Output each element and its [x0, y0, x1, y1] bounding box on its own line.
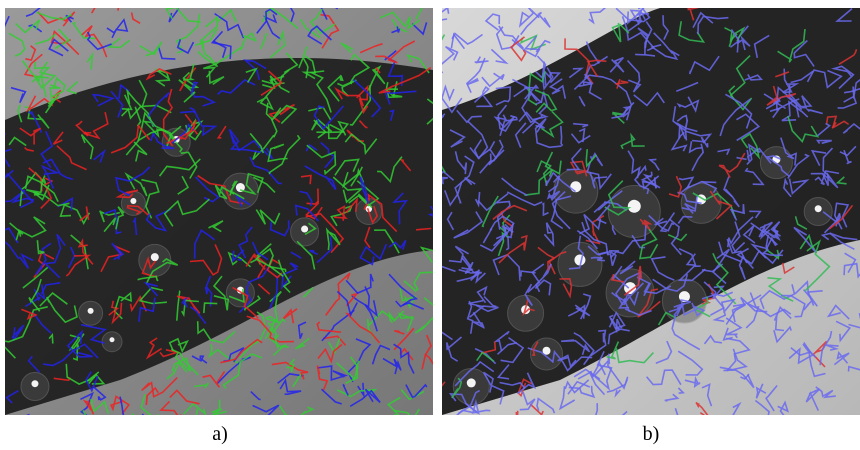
crack-line [128, 414, 143, 437]
crack-line [18, 415, 30, 431]
crack-line [132, 414, 143, 431]
highlight [88, 308, 94, 314]
crack-line [238, 259, 242, 260]
panel-b-image [413, 0, 860, 433]
crack-line [0, 383, 5, 392]
highlight [467, 378, 476, 387]
highlight [31, 380, 38, 387]
crack-line [0, 115, 6, 134]
highlight [628, 200, 641, 213]
panel-caption: a) [212, 423, 228, 445]
page: a) b) (() => { const data = JSON.parse(d… [0, 0, 860, 450]
panel-a-image [0, 0, 449, 437]
crack-line [516, 411, 517, 426]
highlight [301, 226, 308, 233]
highlight [570, 181, 581, 192]
panel-caption: b) [643, 423, 660, 445]
highlight [151, 253, 159, 261]
figure: a) b) [0, 0, 860, 450]
highlight [815, 205, 822, 212]
highlight [110, 337, 115, 342]
highlight [130, 198, 136, 204]
